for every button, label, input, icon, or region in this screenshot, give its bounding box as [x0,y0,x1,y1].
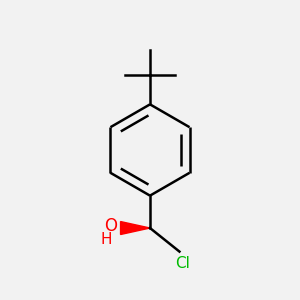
Polygon shape [121,221,150,235]
Text: Cl: Cl [175,256,190,272]
Text: H: H [101,232,112,247]
Text: O: O [104,217,117,235]
